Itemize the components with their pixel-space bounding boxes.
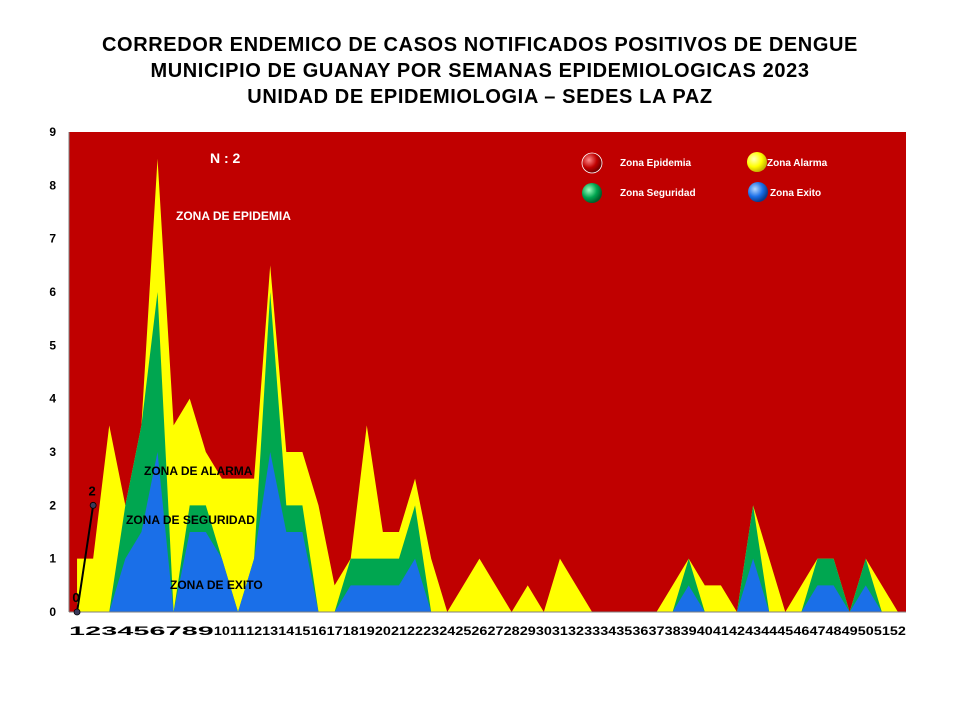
x-tick-label: 49 bbox=[842, 624, 858, 638]
x-tick-label: 20 bbox=[375, 624, 391, 638]
x-tick-label: 43 bbox=[745, 624, 761, 638]
y-tick-label: 6 bbox=[49, 285, 56, 299]
x-tick-label: 41 bbox=[713, 624, 729, 638]
x-tick-label: 13 bbox=[262, 624, 278, 638]
y-tick-label: 9 bbox=[49, 125, 56, 139]
zone-annotations: N : 2 ZONA DE EPIDEMIA ZONA DE ALARMA ZO… bbox=[126, 150, 291, 592]
legend-label-exito: Zona Exito bbox=[770, 188, 821, 199]
y-tick-label: 3 bbox=[49, 445, 56, 459]
x-tick-label: 5 bbox=[133, 624, 150, 638]
x-tick-label: 21 bbox=[391, 624, 407, 638]
legend: Zona Epidemia Zona Alarma Zona Seguridad… bbox=[581, 152, 828, 203]
legend-item-exito: Zona Exito bbox=[748, 182, 821, 202]
legend-label-alarma: Zona Alarma bbox=[767, 158, 828, 169]
y-tick-label: 5 bbox=[49, 338, 56, 352]
x-tick-label: 40 bbox=[697, 624, 713, 638]
x-tick-label: 35 bbox=[616, 624, 632, 638]
x-tick-label: 51 bbox=[874, 624, 890, 638]
x-tick-label: 9 bbox=[198, 624, 215, 638]
x-tick-label: 11 bbox=[230, 624, 246, 638]
x-tick-label: 29 bbox=[520, 624, 536, 638]
legend-marker-exito bbox=[748, 182, 768, 202]
chart-title: CORREDOR ENDEMICO DE CASOS NOTIFICADOS P… bbox=[0, 32, 960, 110]
title-line-2: MUNICIPIO DE GUANAY POR SEMANAS EPIDEMIO… bbox=[150, 60, 810, 82]
x-tick-label: 33 bbox=[584, 624, 600, 638]
x-tick-label: 15 bbox=[294, 624, 310, 638]
x-tick-label: 50 bbox=[858, 624, 874, 638]
cases-data-label: 2 bbox=[89, 483, 96, 498]
x-tick-label: 24 bbox=[439, 624, 455, 638]
legend-marker-alarma bbox=[747, 152, 767, 172]
x-tick-label: 48 bbox=[826, 624, 842, 638]
y-tick-label: 7 bbox=[49, 232, 56, 246]
y-tick-label: 0 bbox=[49, 605, 56, 619]
legend-item-epidemia: Zona Epidemia bbox=[581, 152, 692, 174]
x-tick-label: 31 bbox=[552, 624, 568, 638]
x-tick-label: 22 bbox=[407, 624, 423, 638]
x-tick-label: 37 bbox=[649, 624, 665, 638]
x-tick-label: 47 bbox=[809, 624, 825, 638]
x-tick-label: 23 bbox=[423, 624, 439, 638]
x-tick-label: 28 bbox=[504, 624, 520, 638]
legend-marker-epidemia bbox=[581, 152, 603, 174]
x-tick-label: 6 bbox=[150, 624, 167, 638]
x-tick-label: 25 bbox=[455, 624, 471, 638]
x-tick-label: 32 bbox=[568, 624, 584, 638]
x-tick-label: 14 bbox=[278, 624, 294, 638]
legend-marker-seguridad bbox=[582, 183, 602, 203]
x-tick-label: 42 bbox=[729, 624, 745, 638]
x-tick-label: 34 bbox=[600, 624, 616, 638]
legend-item-alarma: Zona Alarma bbox=[747, 152, 828, 172]
x-tick-label: 10 bbox=[214, 624, 230, 638]
legend-label-seguridad: Zona Seguridad bbox=[620, 188, 696, 199]
cases-point bbox=[89, 501, 97, 509]
x-tick-label: 12 bbox=[246, 624, 262, 638]
x-tick-label: 3 bbox=[101, 624, 118, 638]
x-tick-label: 38 bbox=[665, 624, 681, 638]
x-tick-label: 19 bbox=[359, 624, 375, 638]
x-tick-label: 7 bbox=[166, 624, 183, 638]
x-tick-label: 1 bbox=[69, 624, 86, 638]
y-tick-label: 1 bbox=[49, 552, 56, 566]
x-tick-label: 18 bbox=[343, 624, 359, 638]
x-tick-label: 45 bbox=[777, 624, 793, 638]
annotation-zona-seguridad: ZONA DE SEGURIDAD bbox=[126, 513, 255, 527]
x-tick-label: 46 bbox=[793, 624, 809, 638]
x-tick-label: 36 bbox=[632, 624, 648, 638]
annotation-zona-epidemia: ZONA DE EPIDEMIA bbox=[176, 209, 291, 223]
cases-line: 02 bbox=[72, 483, 97, 616]
x-tick-label: 52 bbox=[890, 624, 906, 638]
title-line-1: CORREDOR ENDEMICO DE CASOS NOTIFICADOS P… bbox=[102, 34, 858, 56]
x-tick-label: 26 bbox=[471, 624, 487, 638]
y-tick-label: 4 bbox=[49, 392, 56, 406]
x-tick-label: 4 bbox=[117, 624, 134, 638]
legend-item-seguridad: Zona Seguridad bbox=[582, 183, 696, 203]
cases-point bbox=[73, 608, 81, 616]
zone-areas bbox=[69, 132, 906, 612]
cases-polyline bbox=[76, 505, 95, 613]
y-tick-label: 2 bbox=[49, 498, 56, 512]
x-tick-label: 8 bbox=[182, 624, 199, 638]
annotation-n: N : 2 bbox=[210, 150, 241, 166]
x-tick-label: 44 bbox=[761, 624, 777, 638]
x-tick-label: 16 bbox=[310, 624, 326, 638]
annotation-zona-alarma: ZONA DE ALARMA bbox=[144, 464, 253, 478]
x-tick-label: 17 bbox=[327, 624, 343, 638]
title-line-3: UNIDAD DE EPIDEMIOLOGIA – SEDES LA PAZ bbox=[247, 86, 713, 108]
cases-data-label: 0 bbox=[72, 590, 79, 605]
x-tick-label: 39 bbox=[681, 624, 697, 638]
area-zona-exito bbox=[77, 452, 898, 612]
x-tick-label: 27 bbox=[488, 624, 504, 638]
annotation-zona-exito: ZONA DE EXITO bbox=[170, 578, 263, 592]
x-tick-label: 2 bbox=[85, 624, 102, 638]
x-tick-label: 30 bbox=[536, 624, 552, 638]
legend-label-epidemia: Zona Epidemia bbox=[620, 158, 692, 169]
y-tick-label: 8 bbox=[49, 178, 56, 192]
